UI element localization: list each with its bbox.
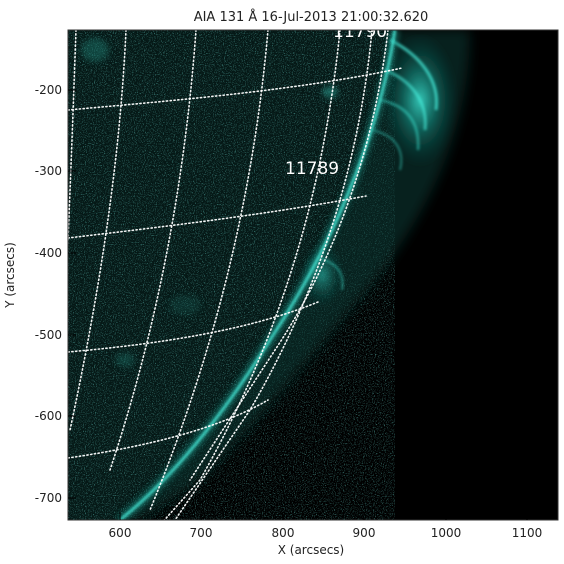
disk-texture [68, 30, 395, 520]
x-tick-label: 700 [190, 526, 213, 540]
x-tick-label: 900 [353, 526, 376, 540]
coronal-loop [389, 38, 438, 111]
y-axis-label: Y (arcsecs) [3, 242, 17, 309]
solar-emission: 11790 11789 [68, 22, 470, 520]
longitude-line [149, 30, 269, 511]
y-tick-label: -500 [35, 328, 62, 342]
x-tick-label: 600 [109, 526, 132, 540]
x-axis-label: X (arcsecs) [278, 543, 345, 557]
longitude-line [189, 30, 389, 481]
longitude-line [174, 30, 373, 520]
heliographic-grid [68, 30, 403, 520]
y-tick-label: -300 [35, 164, 62, 178]
x-tick-label: 1100 [512, 526, 543, 540]
corona-haze [120, 30, 470, 520]
plage-patch [115, 353, 135, 367]
plage-patch [81, 38, 109, 62]
active-region-label-11789: 11789 [285, 159, 339, 179]
image-frame [67, 29, 559, 521]
longitude-line [163, 30, 341, 520]
plage-patch [169, 295, 201, 315]
coronal-loop [379, 98, 420, 151]
y-tick-label: -400 [35, 246, 62, 260]
solar-limb [119, 30, 397, 520]
figure-title: AIA 131 Å 16-Jul-2013 21:00:32.620 [194, 9, 429, 25]
plage-patch [322, 86, 338, 98]
image-panel: 11790 11789 [67, 22, 559, 521]
latitude-line [68, 67, 403, 111]
y-tick-label: -200 [35, 83, 62, 97]
latitude-line [68, 301, 319, 353]
coronal-loop [371, 129, 403, 171]
y-axis: -200 -300 -400 -500 -600 -700 Y (arcsecs… [3, 83, 76, 505]
coronal-loop [384, 68, 427, 131]
active-region-label-11790: 11790 [333, 22, 387, 42]
x-tick-label: 1000 [431, 526, 462, 540]
x-axis: 600 700 800 900 1000 1100 X (arcsecs) [109, 512, 543, 557]
x-tick-label: 800 [272, 526, 295, 540]
y-tick-label: -700 [35, 491, 62, 505]
y-tick-label: -600 [35, 409, 62, 423]
longitude-line [109, 30, 197, 471]
latitude-line [68, 399, 269, 459]
active-region-glow [300, 243, 344, 307]
latitude-line [68, 195, 367, 239]
longitude-line [69, 30, 127, 431]
